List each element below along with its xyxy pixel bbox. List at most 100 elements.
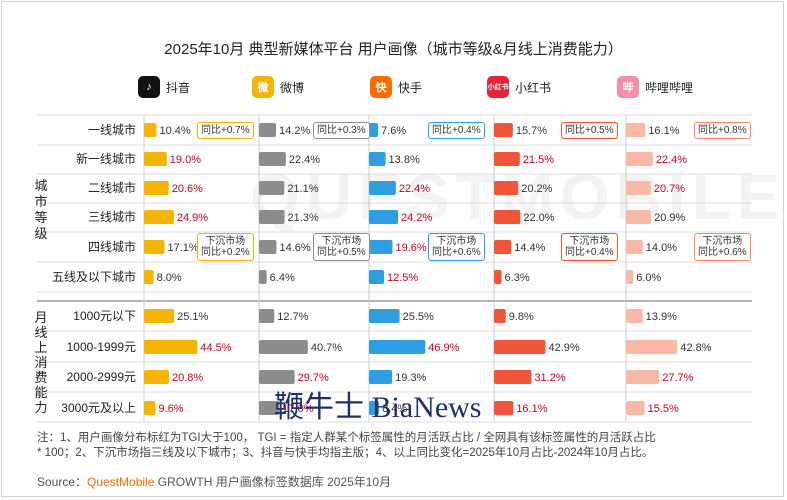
bar [144,401,156,415]
bar [494,152,520,166]
value-label: 12.5% [387,272,418,284]
value-label: 14.6% [280,242,311,254]
bar [626,370,660,384]
bar [144,123,157,137]
yoy-badge: 下沉市场 同比+0.6% [694,233,751,261]
legend-label: 小红书 [515,80,552,95]
yoy-badge: 下沉市场 同比+0.4% [561,233,618,261]
value-label: 21.3% [288,212,319,224]
yoy-badge: 同比+0.5% [561,122,618,139]
bar [626,181,651,195]
category-label: 一线城市 [88,122,136,137]
value-label: 20.8% [172,372,203,384]
platform-logo-icon: 微 [252,76,274,98]
value-label: 46.9% [428,342,459,354]
yoy-badge: 下沉市场 同比+0.2% [197,233,254,261]
value-label: 42.9% [548,342,579,354]
value-label: 22.4% [399,183,430,195]
bar [144,240,165,254]
legend-item-0: ♪ 抖音 [138,76,190,98]
value-label: 12.7% [277,311,308,323]
value-label: 29.7% [298,372,329,384]
value-label: 14.2% [279,125,310,137]
value-label: 44.5% [200,342,231,354]
value-label: 9.6% [159,403,184,415]
bar [259,270,267,284]
category-label: 1000元以下 [73,309,136,323]
legend-item-4: 哔哔哩哔哩 [617,76,693,98]
note-line-2: * 100；2、下沉市场指三线及以下城市；3、抖音与快手均指主版；4、以上同比变… [37,447,654,459]
value-label: 22.4% [289,154,320,166]
bar [259,340,308,354]
source-prefix: Source： [37,475,88,489]
value-label: 15.5% [648,403,679,415]
note-line-1: 注：1、用户画像分布标红为TGI大于100， TGI = 指定人群某个标签属性的… [37,432,656,444]
value-label: 22.4% [656,154,687,166]
bar [369,240,393,254]
value-label: 25.5% [403,311,434,323]
bar [626,123,646,137]
value-label: 17.1% [168,242,199,254]
value-label: 20.7% [654,183,685,195]
bar [369,123,379,137]
value-label: 15.7% [516,125,547,137]
bar [626,152,653,166]
bar [369,340,426,354]
value-label: 13.8% [389,154,420,166]
value-label: 6.3% [505,272,530,284]
bar [259,152,286,166]
value-label: 40.7% [311,342,342,354]
bar [626,340,678,354]
value-label: 24.2% [401,212,432,224]
group-label-city: 城市等级 [34,178,48,241]
bar [144,270,154,284]
yoy-badge: 同比+0.7% [197,122,254,139]
chart-title: 2025年10月 典型新媒体平台 用户画像（城市等级&月线上消费能力） [164,41,623,58]
bar [626,309,643,323]
bar [494,123,513,137]
legend-label: 抖音 [166,80,191,95]
value-label: 22.0% [523,212,554,224]
bar [259,401,280,415]
bar [259,240,277,254]
bar [259,181,285,195]
platform-logo-icon: 小红书 [487,76,509,98]
yoy-badge: 下沉市场 同比+0.5% [313,233,370,261]
bar [494,309,506,323]
value-label: 42.8% [680,342,711,354]
yoy-badge: 同比+0.3% [313,122,370,139]
group-label-spend: 月线上消费能力 [34,310,48,415]
value-label: 19.0% [170,154,201,166]
category-label: 五线及以下城市 [52,269,136,284]
yoy-badge: 同比+0.4% [428,122,485,139]
category-label: 新一线城市 [76,151,136,166]
value-label: 20.6% [172,183,203,195]
value-label: 6.4% [270,272,295,284]
legend-label: 哔哩哔哩 [645,80,694,95]
value-label: 14.0% [646,242,677,254]
source-rest: GROWTH 用户画像标签数据库 2025年10月 [154,475,392,489]
value-label: 16.1% [516,403,547,415]
bar [144,370,169,384]
bar [144,152,167,166]
platform-logo-icon: ♪ [138,76,160,98]
value-label: 20.9% [654,212,685,224]
bar [259,370,295,384]
yoy-badge: 下沉市场 同比+0.6% [428,233,485,261]
platform-logo-icon: 快 [370,76,392,98]
value-label: 21.1% [287,183,318,195]
bar [144,340,198,354]
bar [144,309,175,323]
bar [144,210,174,224]
bar [626,401,645,415]
bar [494,240,512,254]
category-label: 3000元及以上 [61,401,136,415]
bar [369,370,393,384]
source-brand: QuestMobile [87,475,155,489]
bar [494,340,546,354]
value-label: 8.4% [382,403,407,415]
category-label: 四线城市 [88,239,136,254]
value-label: 14.4% [514,242,545,254]
